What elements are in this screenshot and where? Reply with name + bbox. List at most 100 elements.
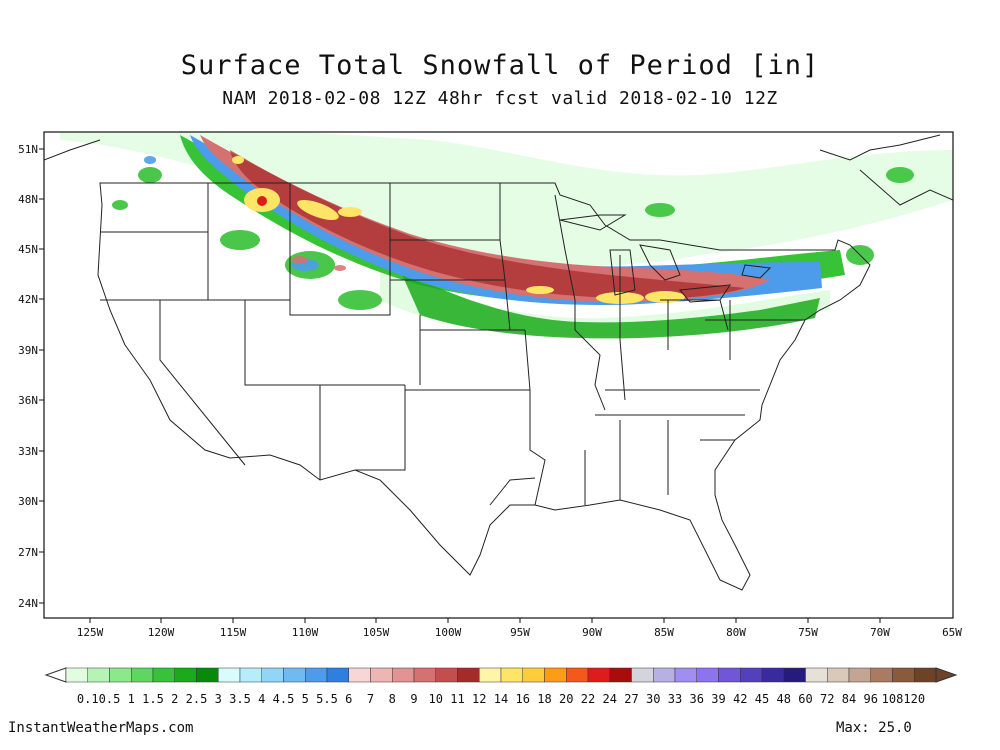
lon-label: 65W xyxy=(942,626,962,639)
legend-swatch xyxy=(892,667,915,683)
site-credit: InstantWeatherMaps.com xyxy=(8,720,194,736)
legend-level-label: 14 xyxy=(493,692,509,706)
lon-label: 85W xyxy=(654,626,674,639)
legend-swatch xyxy=(65,667,88,683)
lat-label: 45N xyxy=(18,243,38,256)
lon-label: 110W xyxy=(291,626,319,639)
lon-label: 80W xyxy=(726,626,746,639)
legend-level-label: 5 xyxy=(301,692,309,706)
lat-label: 30N xyxy=(18,495,38,508)
legend-level-label: 9 xyxy=(410,692,418,706)
legend-swatch xyxy=(500,667,523,683)
legend-swatch xyxy=(696,667,719,683)
legend-level-label: 48 xyxy=(776,692,791,706)
lat-label: 36N xyxy=(18,394,38,407)
legend-level-label: 33 xyxy=(667,692,683,706)
legend-level-label: 60 xyxy=(798,692,813,706)
us-outline xyxy=(97,182,871,591)
lat-label: 39N xyxy=(18,344,38,357)
legend-swatch xyxy=(239,667,262,683)
legend-swatch xyxy=(544,667,567,683)
legend-level-label: 2.5 xyxy=(185,692,208,706)
legend-swatch xyxy=(283,667,306,683)
legend-level-label: 7 xyxy=(366,692,375,706)
legend-level-label: 0.5 xyxy=(98,692,121,706)
legend-swatch xyxy=(305,667,328,683)
legend-swatch xyxy=(740,667,763,683)
legend-level-label: 120 xyxy=(903,692,926,706)
lat-label: 51N xyxy=(18,143,38,156)
legend-swatch xyxy=(783,667,806,683)
legend-swatch xyxy=(174,667,197,683)
legend-level-label: 30 xyxy=(646,692,661,706)
map-title: Surface Total Snowfall of Period [in] xyxy=(180,50,820,81)
legend-level-label: 24 xyxy=(602,692,617,706)
map-subtitle: NAM 2018-02-08 12Z 48hr fcst valid 2018-… xyxy=(222,88,778,109)
legend-level-label: 6 xyxy=(345,692,353,706)
lon-label: 75W xyxy=(798,626,818,639)
legend-swatch xyxy=(196,667,219,683)
legend-level-label: 3 xyxy=(214,692,222,706)
lon-label: 105W xyxy=(362,626,390,639)
lat-label: 33N xyxy=(18,445,38,458)
legend-level-label: 5.5 xyxy=(316,692,338,706)
legend-swatch xyxy=(827,667,850,683)
legend-swatch xyxy=(326,667,349,683)
legend-level-label: 1 xyxy=(127,692,135,706)
lon-label: 70W xyxy=(870,626,890,639)
legend-swatch xyxy=(348,667,371,683)
lat-label: 24N xyxy=(18,597,38,610)
legend-arrow-left xyxy=(44,667,67,683)
legend-level-label: 22 xyxy=(580,692,596,706)
legend-swatch xyxy=(653,667,676,683)
lat-label: 27N xyxy=(18,546,38,559)
legend-swatch xyxy=(87,667,110,683)
lat-label: 42N xyxy=(18,293,38,306)
legend-swatch xyxy=(631,667,654,683)
legend-swatch xyxy=(522,667,545,683)
legend-level-label: 11 xyxy=(450,692,465,706)
legend-swatch xyxy=(805,667,828,683)
legend-swatch xyxy=(457,667,480,683)
lat-label: 48N xyxy=(18,193,38,206)
legend-swatch xyxy=(479,667,502,683)
legend-level-label: 39 xyxy=(711,692,726,706)
legend-swatch xyxy=(218,667,241,683)
legend-arrow-right xyxy=(935,667,958,683)
snow-band-green-south xyxy=(400,270,820,339)
legend-swatch xyxy=(261,667,284,683)
legend-level-label: 4 xyxy=(258,692,266,706)
legend-level-label: 18 xyxy=(537,692,552,706)
legend-swatch xyxy=(718,667,741,683)
legend-swatch xyxy=(392,667,415,683)
legend-level-label: 20 xyxy=(559,692,574,706)
legend-level-label: 45 xyxy=(754,692,770,706)
legend-level-label: 10 xyxy=(428,692,443,706)
legend-level-label: 27 xyxy=(624,692,639,706)
legend-level-label: 42 xyxy=(733,692,748,706)
lon-label: 90W xyxy=(582,626,602,639)
legend-swatch xyxy=(914,667,937,683)
legend-swatch xyxy=(848,667,871,683)
lon-label: 120W xyxy=(147,626,175,639)
legend-swatch xyxy=(413,667,436,683)
legend-swatch xyxy=(109,667,132,683)
legend-level-label: 3.5 xyxy=(229,692,251,706)
legend-swatch xyxy=(761,667,784,683)
legend-swatch xyxy=(566,667,589,683)
legend-swatch xyxy=(870,667,893,683)
legend-swatch xyxy=(370,667,393,683)
legend-level-label: 12 xyxy=(472,692,487,706)
legend-level-label: 8 xyxy=(388,692,396,706)
legend-level-label: 16 xyxy=(515,692,530,706)
legend-level-label: 4.5 xyxy=(272,692,295,706)
lon-label: 100W xyxy=(434,626,462,639)
snow-band-light xyxy=(60,132,953,267)
legend-level-label: 2 xyxy=(171,692,179,706)
snow-band-darkred xyxy=(230,150,745,299)
legend-level-label: 72 xyxy=(820,692,835,706)
lon-label: 115W xyxy=(219,626,247,639)
legend-swatch xyxy=(435,667,458,683)
